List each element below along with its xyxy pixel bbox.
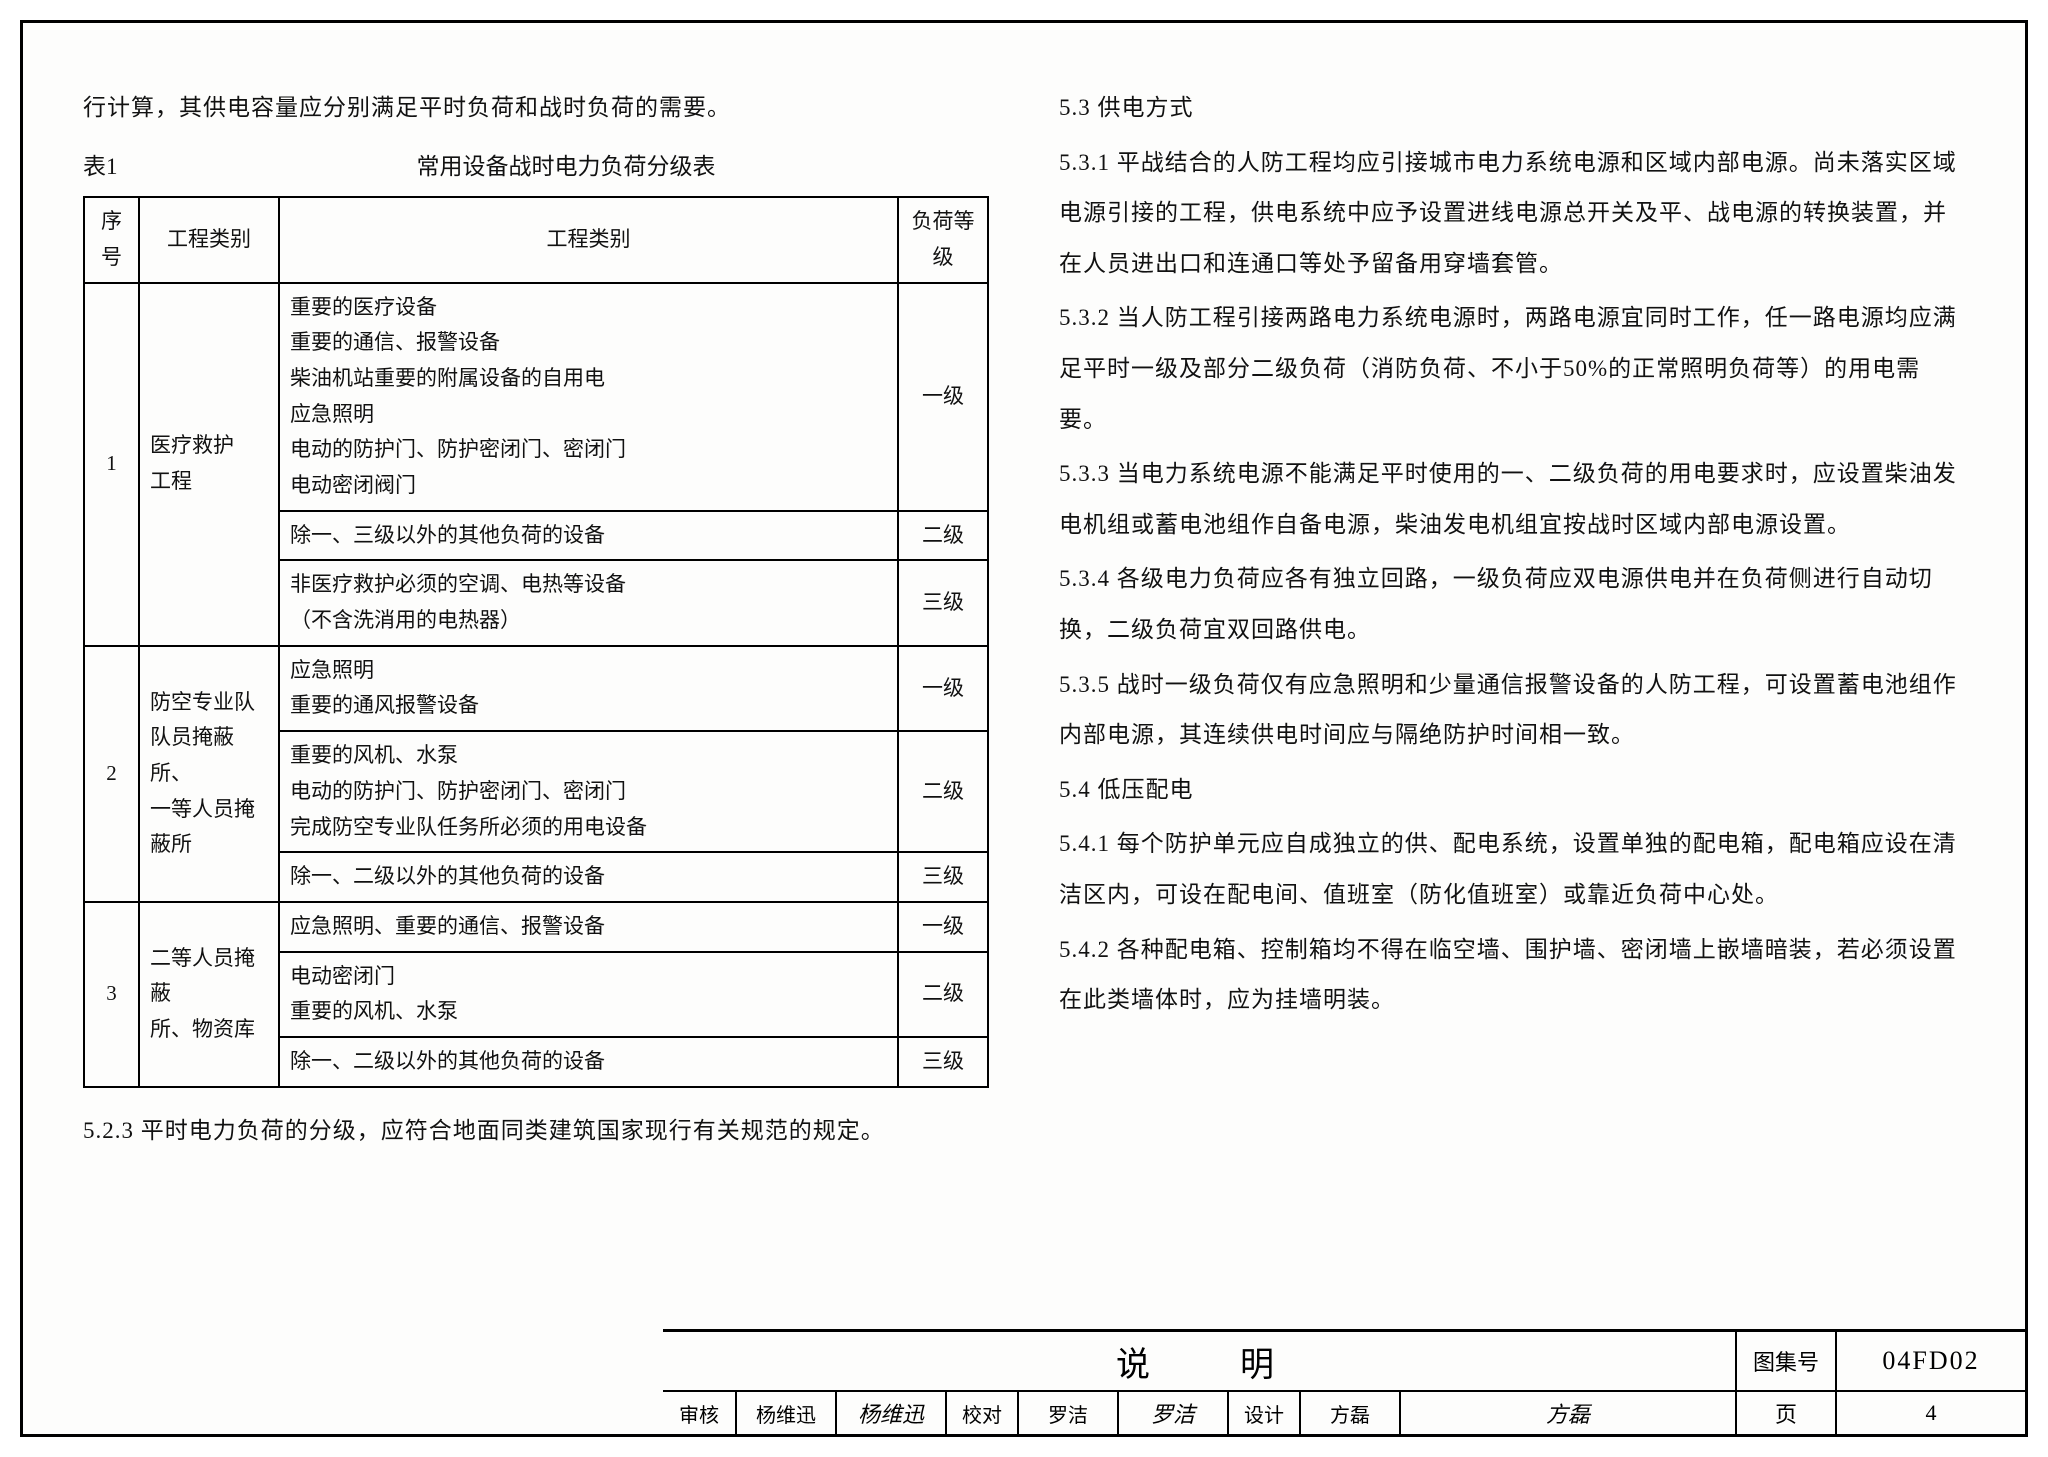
cell-desc: 除一、三级以外的其他负荷的设备 [279, 511, 898, 561]
cell-grade: 一级 [898, 902, 988, 952]
cell-desc: 应急照明、重要的通信、报警设备 [279, 902, 898, 952]
drawing-title: 说明 [663, 1332, 1735, 1390]
th-grade: 负荷等级 [898, 197, 988, 282]
clause-5-3-2: 5.3.2 当人防工程引接两路电力系统电源时，两路电源宜同时工作，任一路电源均应… [1059, 293, 1965, 445]
cell-desc: 除一、二级以外的其他负荷的设备 [279, 1037, 898, 1087]
table-title: 常用设备战时电力负荷分级表 [143, 142, 989, 193]
cell-desc: 电动密闭门 重要的风机、水泵 [279, 952, 898, 1037]
set-value: 04FD02 [1835, 1332, 2025, 1390]
title-block: 说明 图集号 04FD02 审核 杨维迅 杨维迅 校对 罗洁 罗洁 设计 方磊 … [663, 1329, 2025, 1434]
clause-5-4-1: 5.4.1 每个防护单元应自成独立的供、配电系统，设置单独的配电箱，配电箱应设在… [1059, 819, 1965, 920]
cell-grade: 一级 [898, 646, 988, 731]
cell-desc: 除一、二级以外的其他负荷的设备 [279, 852, 898, 902]
table-row: 2 防空专业队 队员掩蔽所、 一等人员掩 蔽所 应急照明 重要的通风报警设备 一… [84, 646, 988, 731]
cell-cat: 二等人员掩蔽 所、物资库 [139, 902, 279, 1087]
th-desc: 工程类别 [279, 197, 898, 282]
right-column: 5.3 供电方式 5.3.1 平战结合的人防工程均应引接城市电力系统电源和区域内… [1059, 83, 1965, 1283]
drawing-sheet: 行计算，其供电容量应分别满足平时负荷和战时负荷的需要。 表1 常用设备战时电力负… [20, 20, 2028, 1437]
cell-desc: 重要的医疗设备 重要的通信、报警设备 柴油机站重要的附属设备的自用电 应急照明 … [279, 283, 898, 511]
clause-5-4-2: 5.4.2 各种配电箱、控制箱均不得在临空墙、围护墙、密闭墙上嵌墙暗装，若必须设… [1059, 925, 1965, 1026]
designer-signature: 方磊 [1399, 1392, 1735, 1434]
cell-cat: 防空专业队 队员掩蔽所、 一等人员掩 蔽所 [139, 646, 279, 902]
cell-desc: 非医疗救护必须的空调、电热等设备 （不含洗消用的电热器） [279, 560, 898, 645]
content-columns: 行计算，其供电容量应分别满足平时负荷和战时负荷的需要。 表1 常用设备战时电力负… [83, 83, 1965, 1283]
checker-signature: 罗洁 [1117, 1392, 1227, 1434]
clause-5-3-3: 5.3.3 当电力系统电源不能满足平时使用的一、二级负荷的用电要求时，应设置柴油… [1059, 449, 1965, 550]
cell-grade: 一级 [898, 283, 988, 511]
table-caption: 表1 常用设备战时电力负荷分级表 [83, 142, 989, 193]
cell-desc: 重要的风机、水泵 电动的防护门、防护密闭门、密闭门 完成防空专业队任务所必须的用… [279, 731, 898, 852]
design-label: 设计 [1227, 1392, 1299, 1434]
cell-grade: 三级 [898, 852, 988, 902]
review-label: 审核 [663, 1392, 735, 1434]
cell-num: 2 [84, 646, 139, 902]
cell-grade: 三级 [898, 1037, 988, 1087]
th-num: 序号 [84, 197, 139, 282]
cell-grade: 二级 [898, 952, 988, 1037]
table-body: 1 医疗救护 工程 重要的医疗设备 重要的通信、报警设备 柴油机站重要的附属设备… [84, 283, 988, 1087]
check-label: 校对 [945, 1392, 1017, 1434]
reviewer-name: 杨维迅 [735, 1392, 835, 1434]
clause-5-3-5: 5.3.5 战时一级负荷仅有应急照明和少量通信报警设备的人防工程，可设置蓄电池组… [1059, 660, 1965, 761]
table-header-row: 序号 工程类别 工程类别 负荷等级 [84, 197, 988, 282]
reviewer-signature: 杨维迅 [835, 1392, 945, 1434]
heading-5-4: 5.4 低压配电 [1059, 765, 1965, 816]
cell-grade: 三级 [898, 560, 988, 645]
checker-name: 罗洁 [1017, 1392, 1117, 1434]
intro-text: 行计算，其供电容量应分别满足平时负荷和战时负荷的需要。 [83, 83, 989, 134]
page-value: 4 [1835, 1392, 2025, 1434]
left-column: 行计算，其供电容量应分别满足平时负荷和战时负荷的需要。 表1 常用设备战时电力负… [83, 83, 989, 1283]
cell-num: 1 [84, 283, 139, 646]
designer-name: 方磊 [1299, 1392, 1399, 1434]
cell-desc: 应急照明 重要的通风报警设备 [279, 646, 898, 731]
cell-grade: 二级 [898, 511, 988, 561]
page-label: 页 [1735, 1392, 1835, 1434]
cell-grade: 二级 [898, 731, 988, 852]
cell-cat: 医疗救护 工程 [139, 283, 279, 646]
load-grade-table: 序号 工程类别 工程类别 负荷等级 1 医疗救护 工程 重要的医疗设备 重要的通… [83, 196, 989, 1087]
clause-5-3-4: 5.3.4 各级电力负荷应各有独立回路，一级负荷应双电源供电并在负荷侧进行自动切… [1059, 554, 1965, 655]
set-label: 图集号 [1735, 1332, 1835, 1390]
clause-5-3-1: 5.3.1 平战结合的人防工程均应引接城市电力系统电源和区域内部电源。尚未落实区… [1059, 138, 1965, 290]
title-block-row-1: 说明 图集号 04FD02 [663, 1332, 2025, 1390]
table-row: 3 二等人员掩蔽 所、物资库 应急照明、重要的通信、报警设备 一级 [84, 902, 988, 952]
th-cat: 工程类别 [139, 197, 279, 282]
clause-5-2-3: 5.2.3 平时电力负荷的分级，应符合地面同类建筑国家现行有关规范的规定。 [83, 1106, 989, 1157]
heading-5-3: 5.3 供电方式 [1059, 83, 1965, 134]
title-block-row-2: 审核 杨维迅 杨维迅 校对 罗洁 罗洁 设计 方磊 方磊 页 4 [663, 1390, 2025, 1434]
cell-num: 3 [84, 902, 139, 1087]
table-row: 1 医疗救护 工程 重要的医疗设备 重要的通信、报警设备 柴油机站重要的附属设备… [84, 283, 988, 511]
table-label: 表1 [83, 142, 143, 193]
